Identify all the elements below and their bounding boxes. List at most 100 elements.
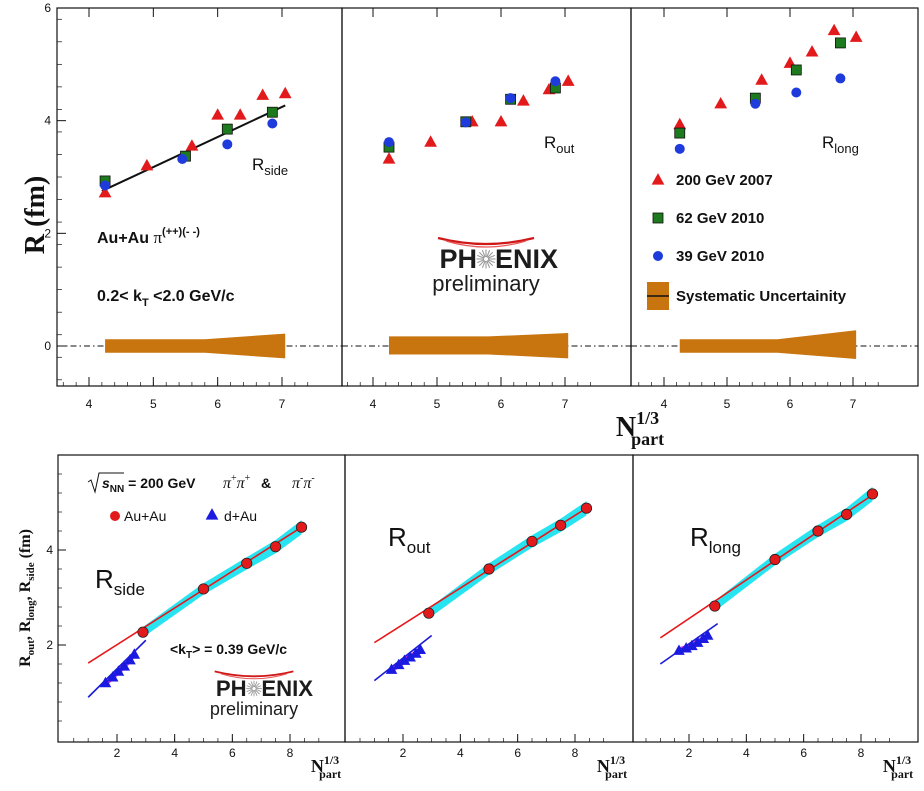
pi: π xyxy=(237,475,246,492)
marker-auau xyxy=(580,502,593,514)
marker-200gev xyxy=(494,114,508,127)
logo-star-ray xyxy=(486,260,491,268)
top-panel-long: 4 5 6 7 xyxy=(630,7,919,411)
marker-dau xyxy=(99,676,112,688)
marker-62gev xyxy=(266,106,278,118)
y-tick-label: 6 xyxy=(44,1,51,15)
marker-39gev xyxy=(267,118,278,129)
marker-39gev xyxy=(750,98,761,109)
legend-label: Au+Au xyxy=(124,508,166,524)
logo-star-ray xyxy=(250,681,254,688)
marker-200gev xyxy=(755,73,769,85)
marker-auau xyxy=(769,553,781,566)
marker-200gev xyxy=(849,30,863,42)
system-sup: (++)(- -) xyxy=(162,226,200,238)
marker-200gev xyxy=(256,88,270,100)
logo-star-ray xyxy=(246,688,253,693)
marker-auau xyxy=(526,535,538,548)
x-axis-label: N1/3 part xyxy=(311,753,341,781)
x-label-sub: part xyxy=(605,767,627,781)
marker-dau xyxy=(701,629,714,640)
panel-label-sub: out xyxy=(407,538,431,557)
legend-entry: 200 GeV 2007 xyxy=(651,172,773,189)
logo-arc-inner xyxy=(445,240,527,248)
y-label-sub: out xyxy=(25,640,37,656)
x-tick-label: 5 xyxy=(724,397,731,411)
legend-marker-triangle xyxy=(651,173,665,185)
kt-sub: T xyxy=(142,297,149,309)
logo-star-ray xyxy=(248,689,254,695)
marker-200gev xyxy=(185,139,199,151)
marker-200gev xyxy=(561,74,575,86)
top-panel-side: 4 5 6 7 xyxy=(56,7,343,411)
x-tick-label: 2 xyxy=(686,746,693,760)
panel-frame xyxy=(632,454,919,743)
x-tick-label: 2 xyxy=(400,746,407,760)
logo-star-ray xyxy=(487,259,495,264)
marker-200gev xyxy=(805,45,819,57)
x-tick-label: 5 xyxy=(150,397,157,411)
pi-sup: + xyxy=(245,473,251,484)
marker-dau xyxy=(112,665,125,676)
x-tick-label: 4 xyxy=(171,746,178,760)
x-label-base: N xyxy=(597,756,610,776)
marker-auau xyxy=(866,488,879,500)
auau-fit-line xyxy=(373,505,590,644)
logo-star-ray xyxy=(481,260,486,268)
x-tick-label: 5 xyxy=(434,397,441,411)
marker-39gev xyxy=(177,153,188,164)
energy-header: sNN = 200 GeV xyxy=(102,475,196,495)
x-tick-label: 8 xyxy=(287,746,294,760)
marker-dau xyxy=(106,671,119,682)
x-tick-label: 6 xyxy=(498,397,505,411)
logo-star-ray xyxy=(254,689,260,695)
x-tick-label: 6 xyxy=(214,397,221,411)
x-label-sub: part xyxy=(891,767,913,781)
legend-label: d+Au xyxy=(224,508,257,524)
x-tick-label: 4 xyxy=(370,397,377,411)
panel-label-sub: side xyxy=(264,163,288,178)
panel-frame xyxy=(630,7,919,387)
marker-62gev xyxy=(835,37,846,49)
panel-label-sub: long xyxy=(834,141,859,156)
y-axis-label: Rout, Rlong, Rside (fm) xyxy=(17,529,37,667)
marker-200gev xyxy=(827,23,841,36)
kt-post: <2.0 GeV/c xyxy=(149,288,235,305)
legend-entry: Systematic Uncertainity xyxy=(647,282,847,310)
marker-dau xyxy=(124,654,136,665)
y-label-part: (fm) xyxy=(17,529,34,562)
marker-auau xyxy=(269,541,282,553)
sqrt-symbol xyxy=(87,472,124,494)
marker-dau xyxy=(118,660,131,671)
marker-auau xyxy=(295,521,308,533)
bottom-panel-long: 2 4 6 8 N1/3 part xyxy=(632,454,919,781)
top-panel-out: 4 5 6 7 xyxy=(341,7,632,411)
legend-entry: 62 GeV 2010 xyxy=(652,210,764,227)
auau-fit-line xyxy=(659,492,876,639)
marker-200gev xyxy=(98,185,112,198)
marker-200gev xyxy=(424,135,437,147)
auau-fit-line xyxy=(87,526,302,664)
kt-post: > = 0.39 GeV/c xyxy=(192,641,287,657)
x-label-base: N xyxy=(883,756,896,776)
pi-sup: - xyxy=(311,473,314,484)
pi-pi-plus: π+π+ xyxy=(223,473,251,492)
x-tick-label: 6 xyxy=(787,397,794,411)
panel-label-main: R xyxy=(388,522,407,552)
x-label-sub: part xyxy=(631,429,664,449)
panel-label-main: R xyxy=(690,522,709,552)
panel-label-long: Rlong xyxy=(822,133,859,156)
header-amp: & xyxy=(261,475,271,491)
logo-text-right: ENIX xyxy=(495,244,558,274)
panel-label-side: Rside xyxy=(95,564,145,599)
x-axis-label: N1/3 part xyxy=(597,753,627,781)
kt-sub: T xyxy=(186,650,192,661)
panel-label-main: R xyxy=(252,155,264,174)
marker-200gev xyxy=(211,108,225,120)
auau-band xyxy=(142,520,302,638)
marker-39gev xyxy=(505,93,516,104)
marker-200gev xyxy=(233,108,247,120)
marker-auau xyxy=(137,626,149,638)
